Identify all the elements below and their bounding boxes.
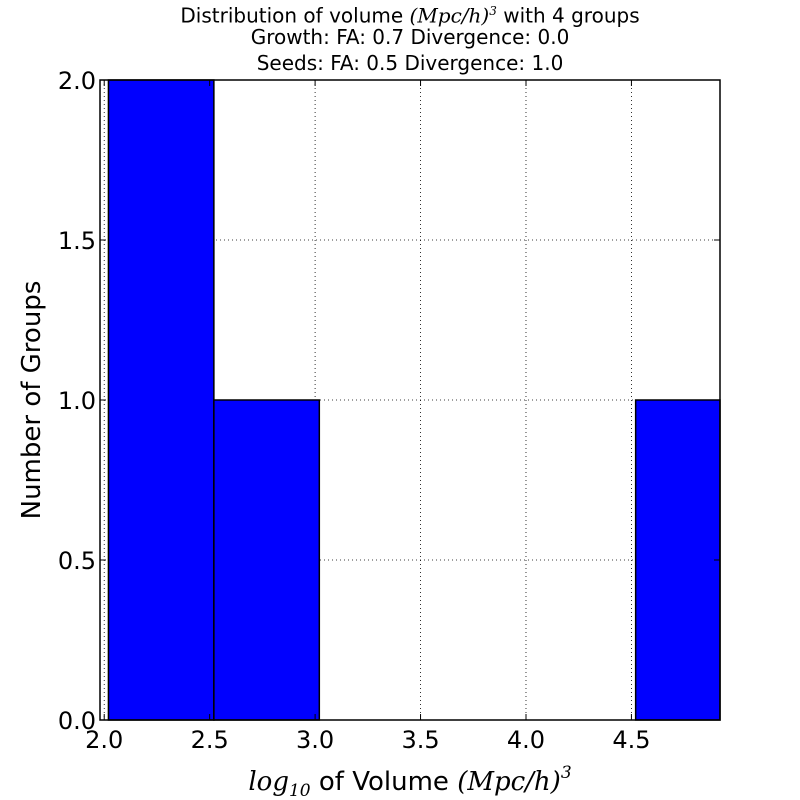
title-line-1-prefix: Distribution of volume bbox=[180, 3, 410, 28]
ticks-layer bbox=[100, 79, 720, 721]
x-axis-label-log: log bbox=[248, 767, 289, 797]
x-axis-label-unit-sup: 3 bbox=[561, 763, 572, 783]
x-tick-label: 3.0 bbox=[296, 726, 334, 754]
x-tick-label: 2.0 bbox=[85, 726, 123, 754]
x-axis-label: log10 of Volume (Mpc/h)3 bbox=[248, 763, 571, 800]
title-line-1: Distribution of volume (Mpc/h)3 with 4 g… bbox=[0, 0, 800, 28]
x-tick-label: 3.5 bbox=[401, 726, 439, 754]
x-axis-label-log-sub: 10 bbox=[289, 781, 311, 800]
x-tick-label: 4.0 bbox=[507, 726, 545, 754]
tick-labels-layer: 2.0 2.5 3.0 3.5 4.0 4.5 0.0 0.5 1.0 1.5 2.0 bbox=[58, 67, 651, 754]
y-axis-label: Number of Groups bbox=[17, 281, 47, 520]
x-tick-label: 4.5 bbox=[612, 726, 650, 754]
y-tick-label: 1.5 bbox=[58, 227, 96, 255]
y-tick-label: 2.0 bbox=[58, 67, 96, 95]
title-line-1-suffix: with 4 groups bbox=[496, 3, 640, 28]
x-axis-label-text: of Volume bbox=[311, 767, 458, 797]
y-tick-label: 0.5 bbox=[58, 547, 96, 575]
y-tick-label: 1.0 bbox=[58, 387, 96, 415]
histogram-bar bbox=[213, 399, 321, 721]
chart-title: Distribution of volume (Mpc/h)3 with 4 g… bbox=[0, 0, 800, 76]
x-axis-label-unit: (Mpc/h) bbox=[457, 767, 561, 797]
title-line-1-math-sup: 3 bbox=[489, 4, 497, 18]
x-tick-label: 2.5 bbox=[191, 726, 229, 754]
title-line-1-math: (Mpc/h) bbox=[409, 3, 490, 28]
title-line-3: Seeds: FA: 0.5 Divergence: 1.0 bbox=[256, 51, 564, 75]
y-tick-label: 0.0 bbox=[58, 707, 96, 735]
histogram-bar bbox=[107, 79, 215, 721]
title-line-2: Growth: FA: 0.7 Divergence: 0.0 bbox=[250, 25, 570, 49]
histogram-bar bbox=[634, 399, 721, 721]
